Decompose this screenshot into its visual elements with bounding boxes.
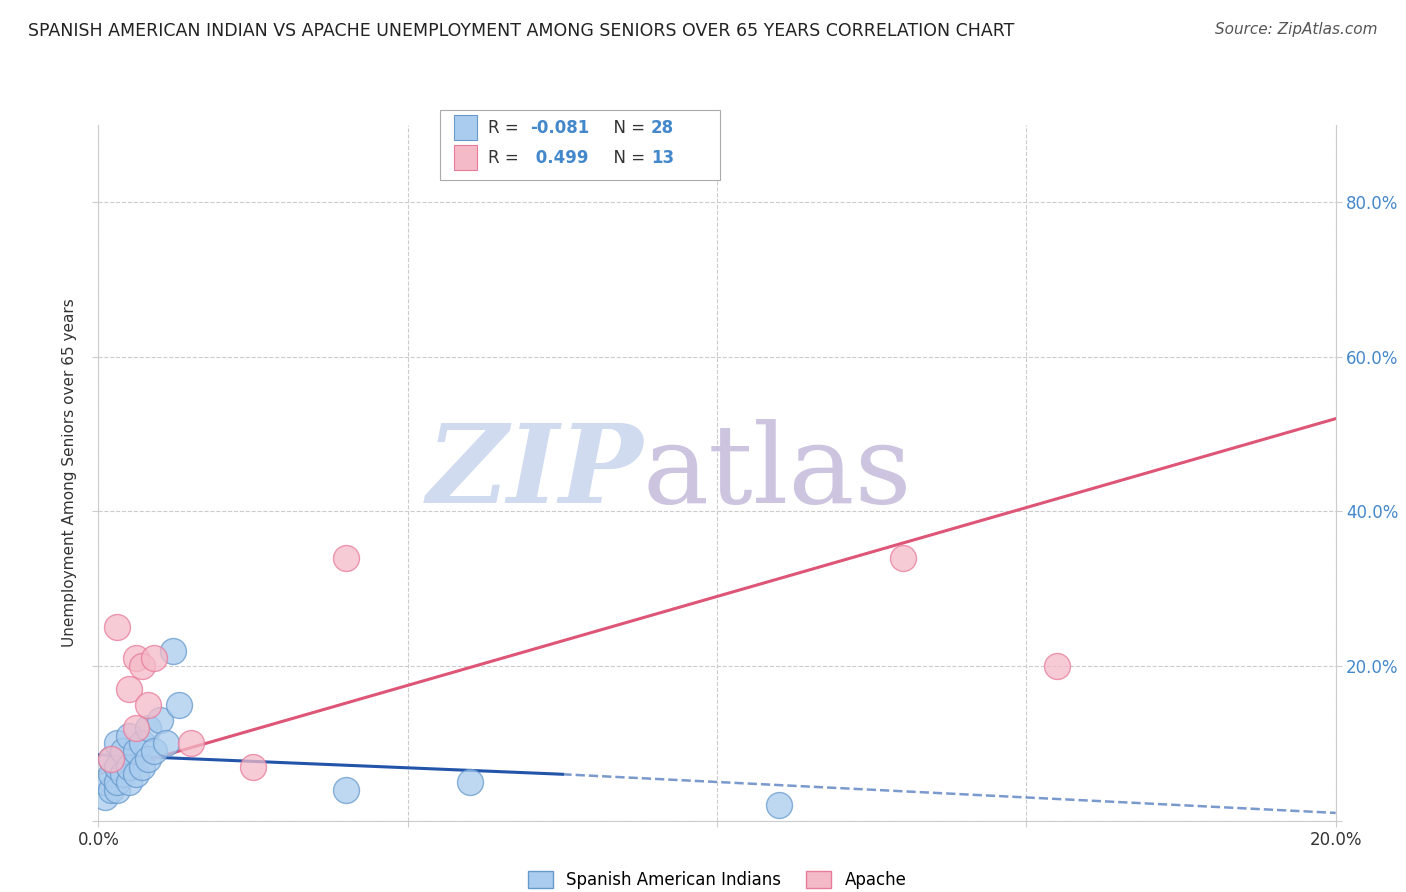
Point	[131, 659, 153, 673]
Point	[768, 798, 790, 813]
Point	[105, 775, 128, 789]
Point	[131, 759, 153, 773]
Point	[124, 651, 146, 665]
Point	[131, 736, 153, 750]
Point	[242, 759, 264, 773]
Point	[124, 767, 146, 781]
Point	[112, 744, 135, 758]
Point	[335, 782, 357, 797]
Point	[458, 775, 481, 789]
Point	[149, 713, 172, 727]
Point	[167, 698, 190, 712]
Text: Source: ZipAtlas.com: Source: ZipAtlas.com	[1215, 22, 1378, 37]
Point	[118, 775, 141, 789]
Point	[335, 550, 357, 565]
Point	[105, 736, 128, 750]
Point	[124, 721, 146, 735]
Point	[124, 744, 146, 758]
Point	[143, 744, 166, 758]
Point	[93, 775, 115, 789]
Point	[1046, 659, 1069, 673]
Point	[136, 698, 159, 712]
Text: ZIP: ZIP	[426, 419, 643, 526]
Point	[100, 782, 122, 797]
Y-axis label: Unemployment Among Seniors over 65 years: Unemployment Among Seniors over 65 years	[62, 299, 77, 647]
Text: -0.081: -0.081	[530, 119, 589, 136]
Point	[155, 736, 177, 750]
Point	[100, 752, 122, 766]
Text: N =: N =	[603, 119, 651, 136]
Point	[112, 767, 135, 781]
Point	[100, 767, 122, 781]
Text: 13: 13	[651, 149, 673, 167]
Point	[162, 643, 184, 657]
Text: atlas: atlas	[643, 419, 912, 526]
Point	[891, 550, 914, 565]
Text: 0.499: 0.499	[530, 149, 589, 167]
Text: N =: N =	[603, 149, 651, 167]
Point	[180, 736, 202, 750]
Point	[105, 620, 128, 634]
Point	[136, 721, 159, 735]
Point	[93, 790, 115, 805]
Point	[105, 759, 128, 773]
Point	[143, 651, 166, 665]
Point	[118, 759, 141, 773]
Point	[136, 752, 159, 766]
Point	[105, 782, 128, 797]
Text: R =: R =	[488, 149, 524, 167]
Text: R =: R =	[488, 119, 524, 136]
Point	[118, 729, 141, 743]
Point	[118, 682, 141, 697]
Legend: Spanish American Indians, Apache: Spanish American Indians, Apache	[522, 864, 912, 892]
Point	[100, 752, 122, 766]
Text: SPANISH AMERICAN INDIAN VS APACHE UNEMPLOYMENT AMONG SENIORS OVER 65 YEARS CORRE: SPANISH AMERICAN INDIAN VS APACHE UNEMPL…	[28, 22, 1015, 40]
Text: 28: 28	[651, 119, 673, 136]
